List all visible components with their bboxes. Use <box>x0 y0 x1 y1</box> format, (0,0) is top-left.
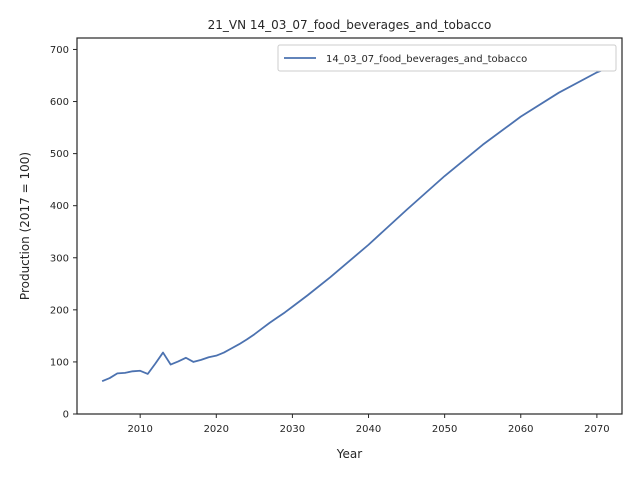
legend: 14_03_07_food_beverages_and_tobacco <box>277 44 617 72</box>
legend-box <box>277 44 617 72</box>
chart-title: 21_VN 14_03_07_food_beverages_and_tobacc… <box>208 18 492 32</box>
x-axis-label: Year <box>336 447 362 461</box>
x-tick-label: 2010 <box>127 424 152 435</box>
plot-area <box>101 68 605 383</box>
y-tick-label: 400 <box>50 201 69 212</box>
y-tick-label: 300 <box>50 253 69 264</box>
axes-frame <box>76 37 623 415</box>
y-tick-label: 500 <box>50 149 69 160</box>
x-axis-ticks: 2010 2020 2030 2040 2050 2060 2070 <box>127 414 610 435</box>
x-tick-label: 2060 <box>508 424 533 435</box>
y-tick-label: 700 <box>50 45 69 56</box>
y-axis-ticks: 0 100 200 300 400 500 600 700 <box>50 45 77 421</box>
x-tick-label: 2070 <box>584 424 609 435</box>
x-tick-label: 2020 <box>204 424 229 435</box>
x-tick-label: 2040 <box>356 424 381 435</box>
x-tick-label: 2050 <box>432 424 457 435</box>
y-tick-label: 200 <box>50 305 69 316</box>
y-tick-label: 100 <box>50 357 69 368</box>
y-axis-label: Production (2017 = 100) <box>18 152 32 300</box>
y-tick-label: 600 <box>50 97 69 108</box>
series-line <box>101 68 605 383</box>
x-tick-label: 2030 <box>280 424 305 435</box>
y-tick-label: 0 <box>63 410 69 421</box>
legend-entry-label: 14_03_07_food_beverages_and_tobacco <box>326 54 527 65</box>
